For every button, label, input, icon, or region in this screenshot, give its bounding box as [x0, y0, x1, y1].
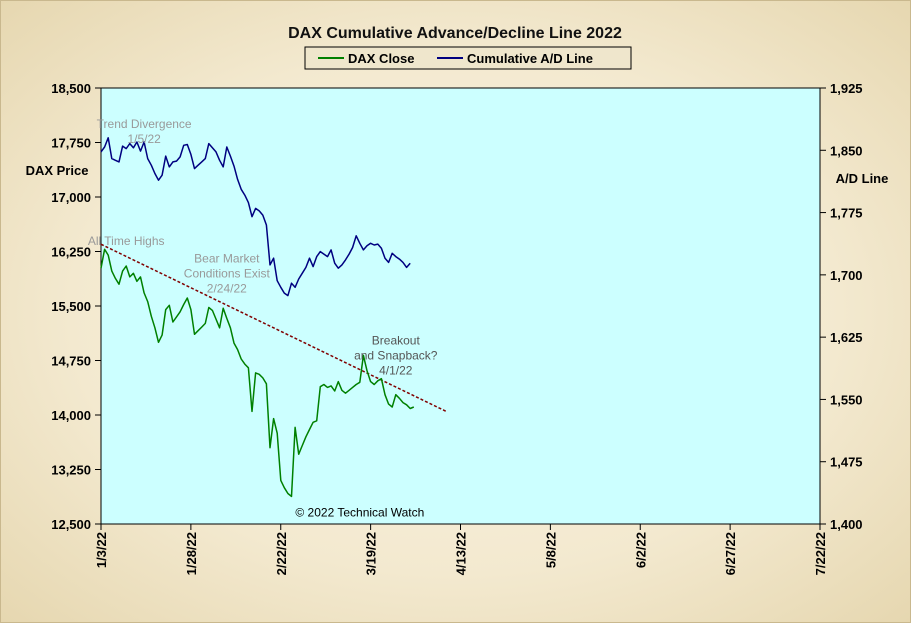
annotation-text: Breakout: [372, 334, 421, 348]
left-tick-label: 12,500: [51, 517, 91, 532]
legend-label-1: Cumulative A/D Line: [467, 51, 593, 66]
legend-label-0: DAX Close: [348, 51, 414, 66]
annotation-text: All Time Highs: [88, 234, 165, 248]
right-tick-label: 1,850: [830, 143, 863, 158]
annotation-text: 1/5/22: [127, 132, 161, 146]
y-axis-left-title: DAX Price: [26, 163, 89, 178]
right-tick-label: 1,925: [830, 81, 863, 96]
annotation-text: Conditions Exist: [184, 266, 271, 280]
y-axis-right-title: A/D Line: [836, 171, 889, 186]
left-tick-label: 18,500: [51, 81, 91, 96]
left-tick-label: 14,750: [51, 354, 91, 369]
annotation-text: 4/1/22: [379, 364, 413, 378]
left-tick-label: 16,250: [51, 245, 91, 260]
right-tick-label: 1,700: [830, 268, 863, 283]
x-tick-label: 5/8/22: [543, 532, 558, 568]
x-tick-label: 4/13/22: [454, 532, 469, 575]
left-tick-label: 13,250: [51, 463, 91, 478]
right-tick-label: 1,550: [830, 392, 863, 407]
right-tick-label: 1,475: [830, 455, 863, 470]
left-tick-label: 15,500: [51, 299, 91, 314]
x-tick-label: 3/19/22: [364, 532, 379, 575]
right-tick-label: 1,625: [830, 330, 863, 345]
right-tick-label: 1,400: [830, 517, 863, 532]
plot-area: [100, 87, 821, 525]
series-line-0: [100, 248, 415, 498]
chart-title: DAX Cumulative Advance/Decline Line 2022: [288, 25, 622, 42]
annotation-text: and Snapback?: [354, 349, 438, 363]
x-tick-label: 6/27/22: [723, 532, 738, 575]
left-tick-label: 17,750: [51, 136, 91, 151]
x-tick-label: 1/28/22: [184, 532, 199, 575]
legend-box: [304, 46, 632, 70]
series-line-1: [100, 137, 411, 297]
left-tick-label: 17,000: [51, 190, 91, 205]
left-tick-label: 14,000: [51, 408, 91, 423]
x-tick-label: 1/3/22: [94, 532, 109, 568]
trendline: [100, 243, 447, 413]
annotation-text: © 2022 Technical Watch: [295, 506, 424, 520]
x-tick-label: 6/2/22: [633, 532, 648, 568]
x-tick-label: 2/22/22: [274, 532, 289, 575]
annotation-text: Bear Market: [194, 251, 260, 265]
right-tick-label: 1,775: [830, 206, 863, 221]
annotation-text: Trend Divergence: [97, 117, 192, 131]
x-tick-label: 7/22/22: [813, 532, 828, 575]
annotation-text: 2/24/22: [207, 281, 247, 295]
